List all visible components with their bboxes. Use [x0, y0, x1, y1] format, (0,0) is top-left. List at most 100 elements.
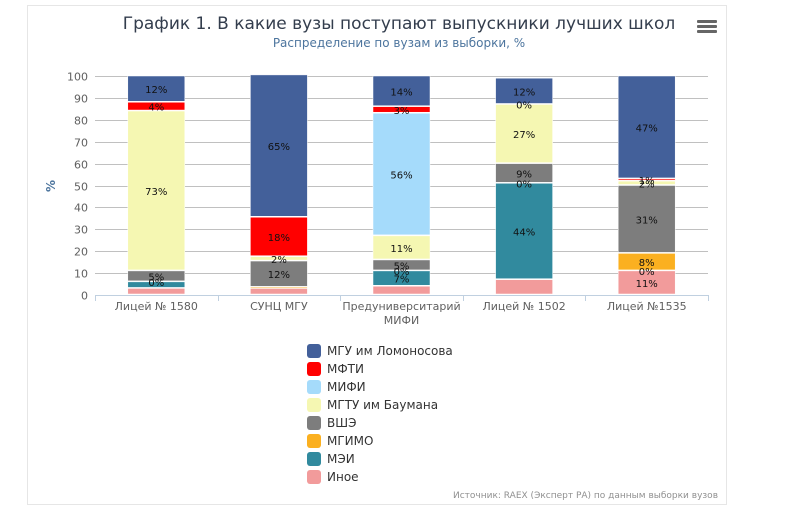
bar-segment: [372, 112, 431, 236]
bar-segment: [495, 183, 553, 279]
bars: [127, 74, 676, 295]
legend-item[interactable]: МИФИ: [307, 378, 453, 396]
y-tick-label: 60: [74, 159, 88, 172]
bar-segment: [250, 256, 308, 261]
legend-label: Иное: [327, 470, 359, 484]
legend-swatch: [307, 344, 321, 358]
legend-item[interactable]: МФТИ: [307, 360, 453, 378]
y-axis-ticks: 0 10 20 30 40 50 60 70 80 90 100: [67, 71, 88, 303]
data-label: 47%: [636, 123, 658, 134]
bar-segment: [495, 77, 553, 104]
y-tick-label: 100: [67, 71, 88, 84]
data-label: 0%: [148, 278, 164, 289]
data-labels: 0%5%73%4%12%12%2%18%65%7%0%5%11%56%3%14%…: [145, 85, 658, 290]
y-tick-label: 0: [81, 290, 88, 303]
bar-segment: [250, 217, 308, 256]
y-tick-label: 20: [74, 246, 88, 259]
source-note: Источник: RAEX (Эксперт РА) по данным вы…: [452, 491, 718, 501]
data-label: 1%: [639, 176, 655, 187]
y-axis-label: %: [44, 180, 58, 192]
chart-subtitle: Распределение по вузам из выборки, %: [272, 36, 526, 50]
data-label: 9%: [516, 169, 532, 180]
legend-item[interactable]: ВШЭ: [307, 414, 453, 432]
bar-segment: [617, 270, 676, 295]
data-label: 11%: [636, 279, 658, 290]
data-label: 4%: [148, 103, 164, 114]
legend-swatch: [307, 380, 321, 394]
legend-item[interactable]: МГУ им Ломоносова: [307, 342, 453, 360]
x-axis: Лицей № 1580 СУНЦ МГУ ПредуниверситарийМИФ…: [95, 295, 709, 327]
legend-label: МГИМО: [327, 434, 374, 448]
bar-segment: [617, 185, 676, 253]
bar-segment: [617, 75, 676, 179]
data-label: 5%: [148, 272, 164, 283]
y-tick-label: 50: [74, 181, 88, 194]
data-label: 0%: [639, 267, 655, 278]
legend: МГУ им Ломоносова МФТИ МИФИ МГТУ им Баумана…: [307, 342, 453, 486]
bar-segment: [127, 110, 186, 271]
legend-item[interactable]: Иное: [307, 468, 453, 486]
hamburger-menu-icon[interactable]: [697, 20, 717, 36]
bar-segment: [127, 288, 186, 295]
bar-segment: [127, 270, 186, 282]
legend-item[interactable]: МГИМО: [307, 432, 453, 450]
bar-segment: [372, 285, 431, 295]
bar-segment: [495, 104, 553, 163]
bar-segment: [617, 253, 676, 271]
bar-segment: [250, 74, 308, 217]
chart-container: [27, 5, 727, 505]
bar-segment: [495, 163, 553, 183]
bar-segment: [127, 281, 186, 288]
legend-label: МГУ им Ломоносова: [327, 344, 453, 358]
legend-label: МЭИ: [327, 452, 355, 466]
bar-segment: [372, 270, 431, 286]
data-label: 2%: [271, 255, 287, 266]
legend-swatch: [307, 362, 321, 376]
bar-segment: [372, 75, 431, 106]
bar-segment: [372, 259, 431, 271]
bar-segment: [495, 279, 553, 295]
bar-segment: [372, 235, 431, 260]
x-tick-label: МИФИ: [384, 314, 419, 327]
x-tick-label: СУНЦ МГУ: [250, 300, 308, 313]
y-tick-label: 10: [74, 268, 88, 281]
data-label: 12%: [145, 85, 167, 96]
chart-title: График 1. В какие вузы поступают выпускн…: [122, 14, 676, 34]
data-label: 14%: [390, 87, 412, 98]
data-label: 8%: [639, 258, 655, 269]
x-tick-label: Предуниверситарий: [342, 300, 460, 313]
y-tick-label: 30: [74, 224, 88, 237]
data-label: 65%: [268, 142, 290, 153]
legend-swatch: [307, 398, 321, 412]
data-label: 3%: [394, 106, 410, 117]
legend-swatch: [307, 452, 321, 466]
data-label: 12%: [268, 270, 290, 281]
legend-item[interactable]: МГТУ им Баумана: [307, 396, 453, 414]
legend-item[interactable]: МЭИ: [307, 450, 453, 468]
bar-segment: [127, 75, 186, 102]
legend-swatch: [307, 470, 321, 484]
x-tick-label: Лицей №1535: [607, 300, 687, 313]
legend-swatch: [307, 434, 321, 448]
data-label: 11%: [390, 244, 412, 255]
legend-label: МГТУ им Баумана: [327, 398, 439, 412]
bar-segment: [250, 260, 308, 287]
data-label: 31%: [636, 215, 658, 226]
data-label: 44%: [513, 227, 535, 238]
x-tick-label: Лицей № 1502: [482, 300, 565, 313]
data-label: 18%: [268, 233, 290, 244]
legend-label: МФТИ: [327, 362, 364, 376]
data-label: 27%: [513, 130, 535, 141]
data-label: 73%: [145, 187, 167, 198]
x-tick-label: Лицей № 1580: [115, 300, 198, 313]
data-label: 56%: [390, 171, 412, 182]
data-label: 5%: [394, 261, 410, 272]
y-tick-label: 70: [74, 137, 88, 150]
data-label: 0%: [394, 267, 410, 278]
bar-segment: [617, 180, 676, 185]
legend-label: ВШЭ: [327, 416, 357, 430]
y-tick-label: 40: [74, 202, 88, 215]
legend-label: МИФИ: [327, 380, 366, 394]
y-tick-label: 80: [74, 115, 88, 128]
bar-segment: [250, 288, 308, 295]
